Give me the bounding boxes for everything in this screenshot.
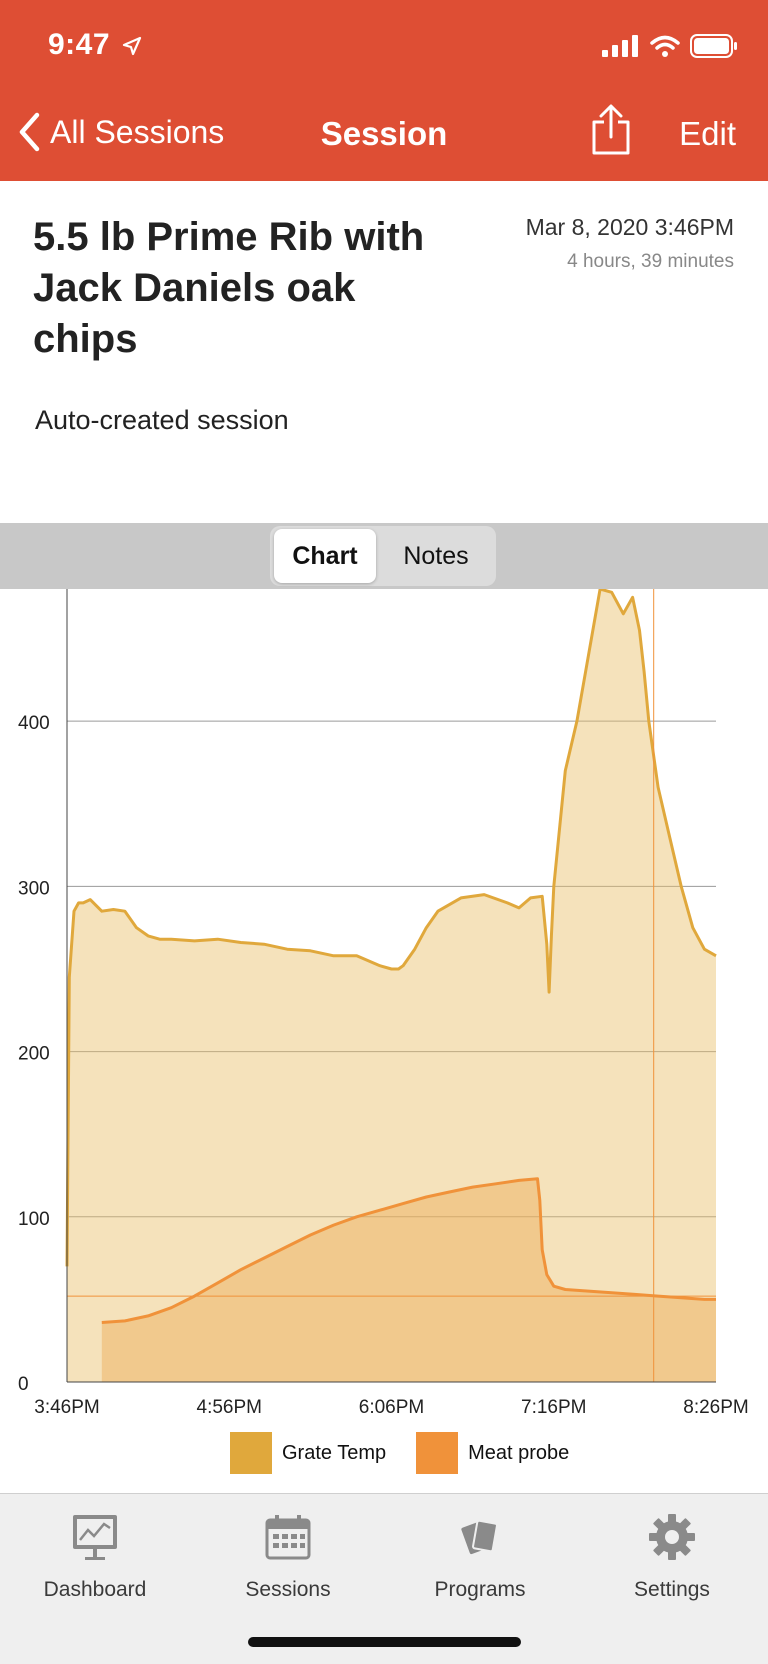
x-tick-label: 6:06PM (359, 1397, 424, 1418)
gear-icon (649, 1514, 695, 1560)
wifi-icon (650, 35, 680, 57)
x-tick-label: 8:26PM (683, 1397, 748, 1418)
status-icons (602, 34, 738, 58)
tab-settings[interactable]: Settings (587, 1508, 757, 1602)
series-line (101, 1177, 716, 1324)
x-tick-label: 4:56PM (197, 1397, 262, 1418)
y-tick-label: 200 (18, 1044, 50, 1065)
back-label: All Sessions (50, 113, 225, 150)
home-indicator (248, 1637, 521, 1647)
calendar-icon (265, 1515, 311, 1560)
location-arrow-icon (122, 36, 142, 56)
tab-programs[interactable]: Programs (395, 1508, 565, 1602)
segment-notes[interactable]: Notes (403, 542, 469, 570)
tab-label-sessions: Sessions (245, 1578, 331, 1601)
series-area (101, 1178, 717, 1382)
tab-label-programs: Programs (434, 1578, 526, 1601)
share-icon[interactable] (590, 104, 632, 156)
x-tick-label: 3:46PM (34, 1397, 99, 1418)
y-tick-label: 0 (18, 1374, 29, 1395)
legend-swatch-meat (416, 1432, 459, 1474)
signal-icon (602, 35, 638, 57)
series-area (67, 589, 716, 1382)
status-time: 9:47 (48, 28, 111, 61)
legend-swatch-grate (230, 1432, 272, 1474)
y-tick-label: 300 (18, 878, 50, 899)
y-tick-label: 400 (18, 713, 50, 734)
session-title: 5.5 lb Prime Rib with Jack Daniels oak c… (33, 215, 425, 361)
temperature-chart: 0 100 200 300 400 3:46PM 4:56PM 6:06PM 7:16PM 8:2… (18, 589, 749, 1418)
x-tick-label: 7:16PM (521, 1397, 586, 1418)
tab-dashboard[interactable]: Dashboard (10, 1508, 180, 1602)
tab-label-dashboard: Dashboard (43, 1578, 147, 1601)
segment-chart[interactable]: Chart (274, 529, 376, 583)
cards-icon (461, 1519, 498, 1555)
nav-header: 9:47 All Sessions Session Edit (0, 0, 768, 181)
session-description: Auto-created session (35, 405, 289, 435)
series-line (65, 589, 717, 1267)
session-date: Mar 8, 2020 3:46PM (525, 214, 734, 240)
tab-label-settings: Settings (634, 1578, 710, 1601)
page-title: Session (320, 115, 448, 152)
legend-label-grate: Grate Temp (282, 1441, 387, 1464)
battery-icon (690, 34, 737, 58)
dashboard-icon (73, 1515, 117, 1560)
session-duration: 4 hours, 39 minutes (567, 251, 734, 272)
legend-label-meat: Meat probe (468, 1441, 570, 1464)
tab-bar: Dashboard Sessions Programs (0, 1493, 768, 1664)
edit-button[interactable]: Edit (679, 115, 736, 152)
tab-sessions[interactable]: Sessions (203, 1508, 373, 1602)
chart-legend: Grate Temp Meat probe (230, 1432, 569, 1474)
chevron-left-icon (19, 112, 40, 152)
segmented-control: Chart Notes (270, 526, 496, 586)
y-tick-label: 100 (18, 1209, 50, 1230)
back-button[interactable]: All Sessions (18, 112, 224, 152)
